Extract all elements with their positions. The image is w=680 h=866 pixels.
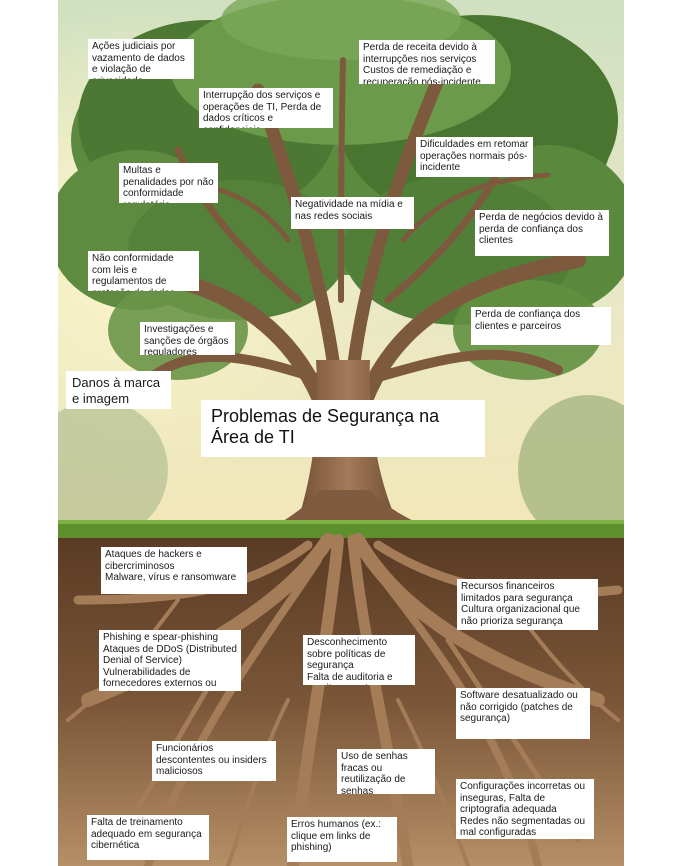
- root-label-training: Falta de treinamento adequado em seguran…: [87, 815, 209, 860]
- root-label-insiders: Funcionários descontentes ou insiders ma…: [152, 741, 276, 781]
- grass-line: [58, 522, 624, 538]
- root-label-policy-audit: Desconhecimento sobre políticas de segur…: [303, 635, 415, 685]
- root-label-outdated-software: Software desatualizado ou não corrigido …: [456, 688, 590, 739]
- branch-label-investigations: Investigações e sanções de órgãos regula…: [140, 322, 235, 355]
- branch-label-noncompliance: Não conformidade com leis e regulamentos…: [88, 251, 199, 291]
- root-label-misconfiguration: Configurações incorretas ou inseguras, F…: [456, 779, 594, 839]
- page-title: Problemas de Segurança na Área de TI: [201, 400, 485, 457]
- branch-label-lawsuits: Ações judiciais por vazamento de dados e…: [88, 39, 194, 79]
- root-label-hackers-malware: Ataques de hackers e cibercriminosos Mal…: [101, 547, 247, 594]
- root-label-human-error: Erros humanos (ex.: clique em links de p…: [287, 817, 397, 862]
- branch-label-media-negativity: Negatividade na mídia e nas redes sociai…: [291, 197, 414, 229]
- branch-label-brand-damage: Danos à marca e imagem pública: [66, 371, 171, 409]
- branch-label-business-loss: Perda de negócios devido à perda de conf…: [475, 210, 609, 256]
- root-label-financial-culture: Recursos financeiros limitados para segu…: [457, 579, 598, 630]
- branch-label-service-interruption: Interrupção dos serviços e operações de …: [199, 88, 333, 128]
- branch-label-revenue-loss: Perda de receita devido à interrupções n…: [359, 40, 495, 84]
- root-label-phishing-ddos: Phishing e spear-phishing Ataques de DDo…: [99, 630, 241, 691]
- root-label-weak-passwords: Uso de senhas fracas ou reutilização de …: [337, 749, 435, 794]
- branch-label-recovery-difficulty: Dificuldades em retomar operações normai…: [416, 137, 533, 177]
- branch-label-fines: Multas e penalidades por não conformidad…: [119, 163, 218, 203]
- branch-label-trust-loss: Perda de confiança dos clientes e parcei…: [471, 307, 611, 345]
